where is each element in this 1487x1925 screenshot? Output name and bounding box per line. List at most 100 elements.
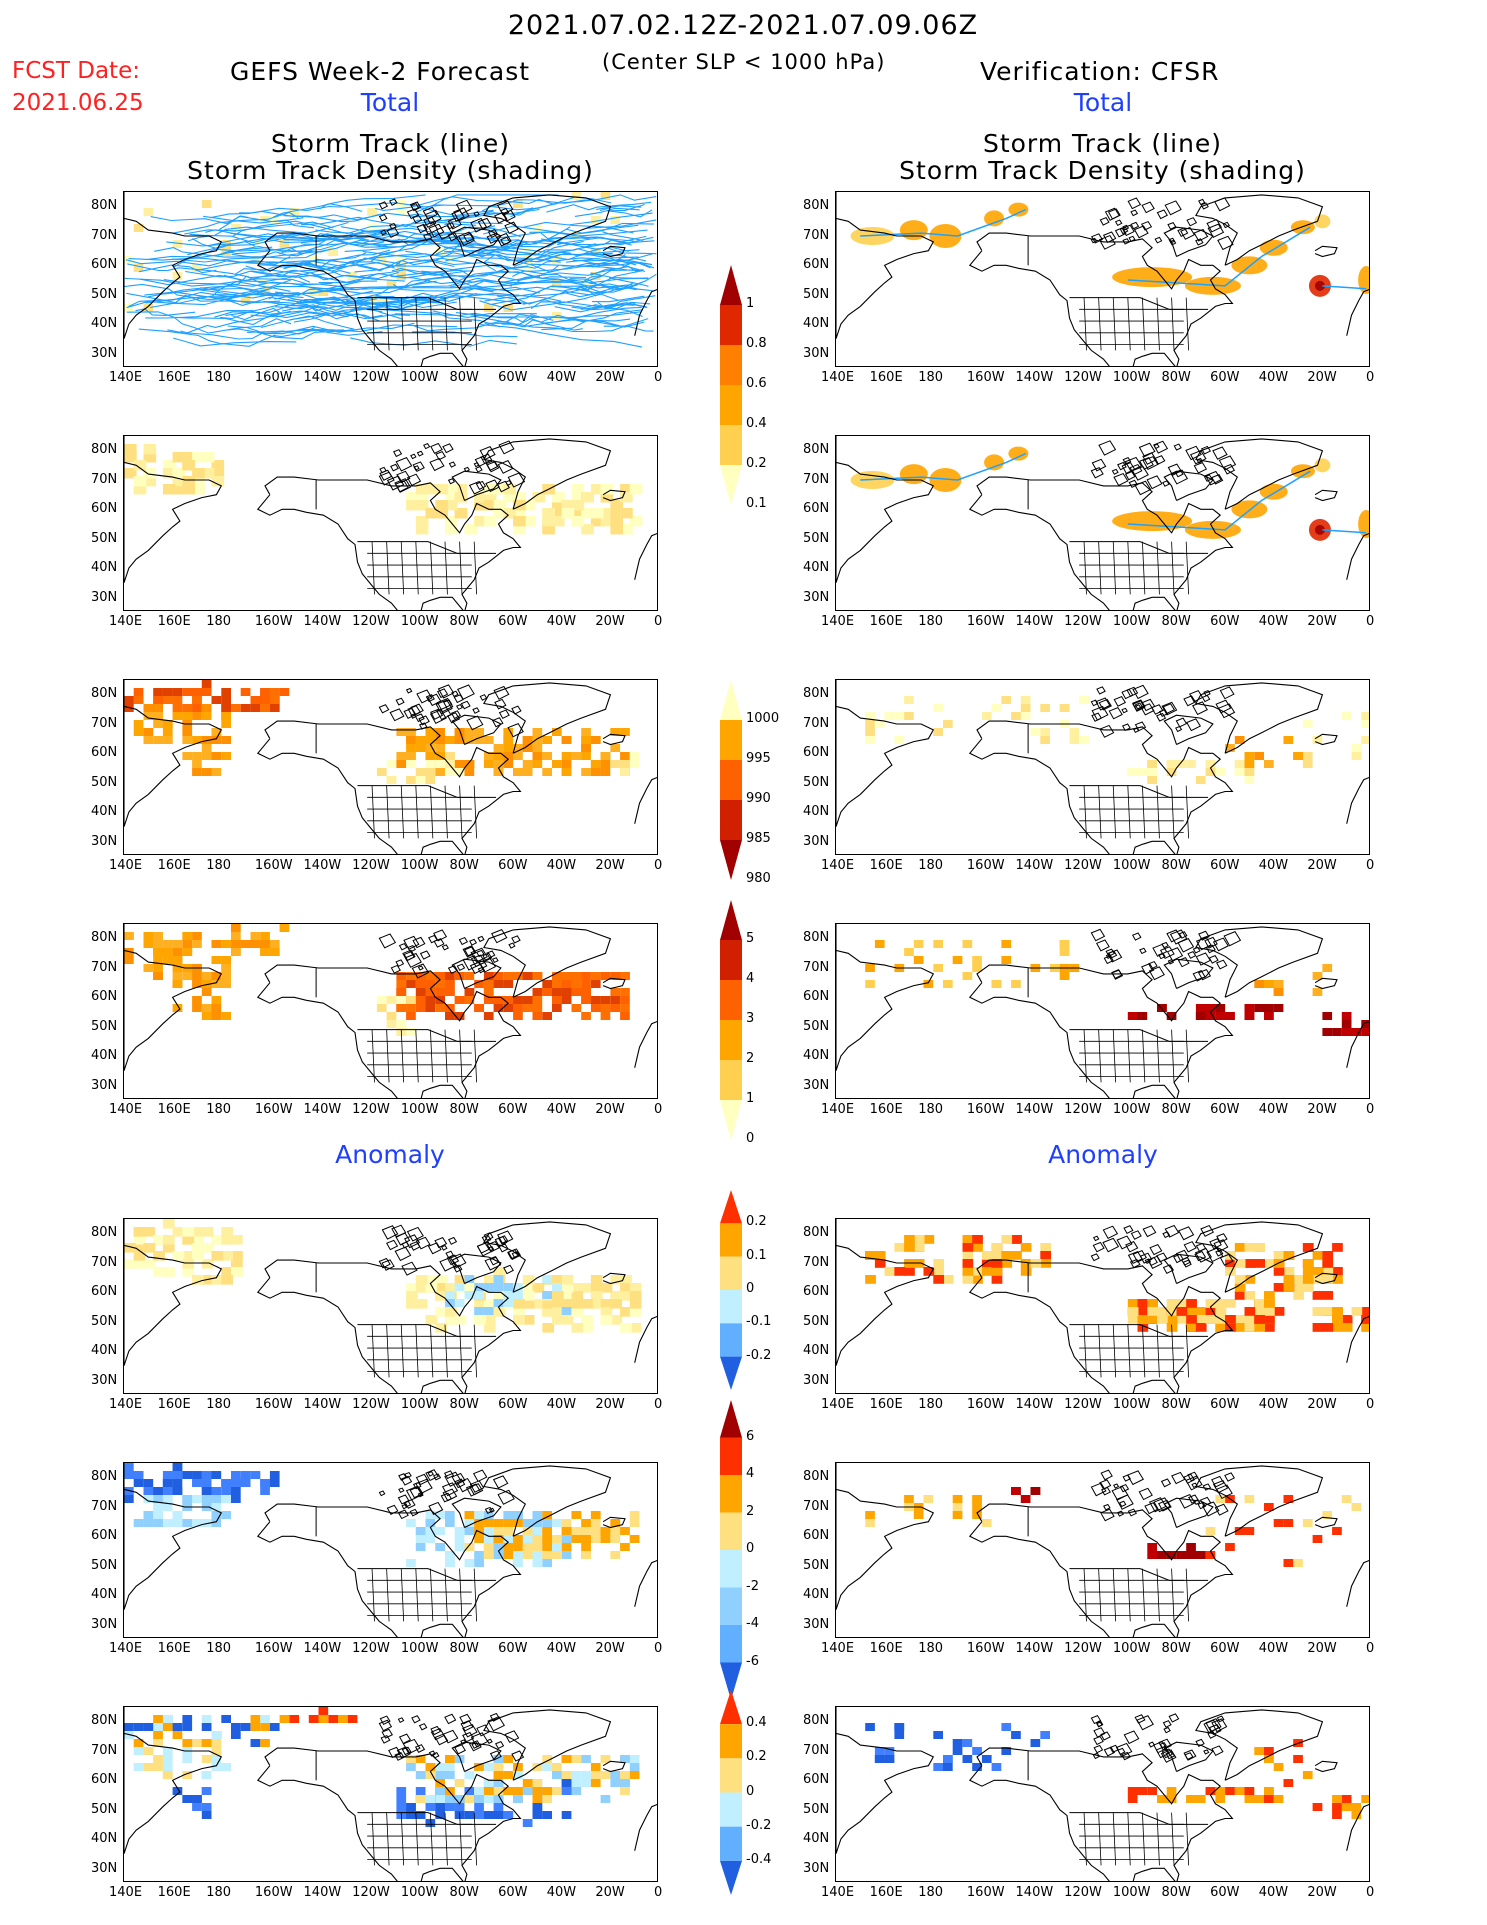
lon-tick-label: 20W [595,1641,625,1656]
grid-cell [620,972,630,980]
grid-cell [1254,1307,1265,1316]
grid-cell [425,736,436,744]
grid-cell [260,1715,270,1723]
grid-cell [1225,744,1235,752]
coastline-iceland [602,245,626,258]
lon-tick-label: 100W [1112,1102,1151,1117]
arctic-island [1115,1494,1134,1510]
state-line [415,297,419,351]
grid-cell [133,1259,146,1269]
colorbar-segment [720,680,742,720]
arctic-island [1200,1224,1215,1237]
grid-cell [182,476,195,487]
state-line [1083,1568,1087,1622]
grid-cell [1225,1267,1236,1276]
coastline-iceland [602,977,626,990]
grid-cell [1273,1763,1284,1771]
storm-track-line [524,319,645,328]
arctic-island [428,1750,436,1757]
grid-cell [172,240,183,248]
grid-cell [415,988,426,996]
grid-cell [1254,1243,1265,1252]
grid-cell [445,516,458,527]
grid-cell [522,1283,535,1293]
storm-track-line [391,267,469,276]
grid-cell [493,1004,504,1012]
arctic-island [476,1724,491,1737]
grid-cell [260,688,270,696]
grid-cell [874,1259,886,1268]
grid-cell [425,1004,436,1012]
grid-cell [620,484,633,495]
arctic-island [481,1234,492,1244]
arctic-island [1113,695,1127,707]
arctic-island [1121,1751,1131,1761]
lon-tick-label: 20W [595,370,625,385]
lon-tick-label: 120W [352,614,390,629]
arctic-island [1191,1482,1198,1489]
lat-tick-label: 80N [803,1469,830,1484]
arctic-island [448,461,457,468]
colorbar-label: 1 [746,296,755,311]
grid-cell [464,1795,475,1803]
grid-cell [435,500,448,511]
grid-cell [493,768,504,776]
grid-cell [503,760,514,768]
lat-tick-label: 60N [803,1772,830,1787]
grid-cell [464,768,475,776]
grid-cell [172,452,186,463]
grid-cell [981,1755,992,1763]
grid-cell [211,1755,222,1763]
arctic-island [1149,1244,1163,1256]
arctic-island [1104,207,1120,221]
colorbar-segment [720,1190,742,1224]
grid-cell [162,1763,173,1771]
colorbar-segment [720,1020,742,1060]
state-line [386,1568,390,1622]
grid-cell [425,484,439,495]
lat-tick-label: 30N [803,345,830,361]
arctic-island [417,965,424,971]
grid-cell [406,1559,416,1567]
state-line [430,1568,434,1622]
lat-tick-label: 40N [91,316,118,331]
grid-cell [1322,1251,1334,1260]
grid-cell [1273,1795,1284,1803]
colorbar-label: 3 [746,1011,755,1026]
grid-cell [454,972,465,980]
colorbar-segment [720,1400,742,1438]
grid-cell [192,696,202,704]
grid-cell [1302,1519,1313,1527]
arctic-island [1128,235,1136,242]
grid-cell [561,752,572,760]
grid-cell [318,1715,329,1723]
lon-tick-label: 40W [546,1397,577,1412]
grid-cell [454,736,465,744]
storm-track-line [248,253,428,279]
grid-cell [620,1291,632,1301]
lon-tick-label: 140W [1015,1102,1054,1117]
grid-cell [386,996,397,1004]
grid-cell [943,980,953,988]
state-line [415,1812,419,1866]
grid-cell [1157,1004,1167,1012]
grid-cell [590,980,601,988]
grid-cell [493,1519,504,1527]
grid-cell [503,1787,514,1795]
grid-cell [1195,1323,1207,1332]
grid-cell [1312,1251,1324,1260]
arctic-island [454,1478,466,1489]
grid-cell [513,1012,523,1020]
arctic-island [1203,1749,1210,1755]
grid-cell [474,1299,486,1309]
grid-cell [1205,1004,1216,1012]
grid-cell [1157,1315,1168,1324]
lon-tick-label: 160E [869,370,903,385]
lon-tick-label: 120W [352,1397,390,1412]
grid-cell [172,1723,183,1731]
grid-cell [211,468,225,479]
grid-cell [1195,1012,1206,1020]
grid-cell [962,1267,974,1276]
lat-tick-label: 30N [803,1616,830,1632]
arctic-island [465,1483,482,1497]
